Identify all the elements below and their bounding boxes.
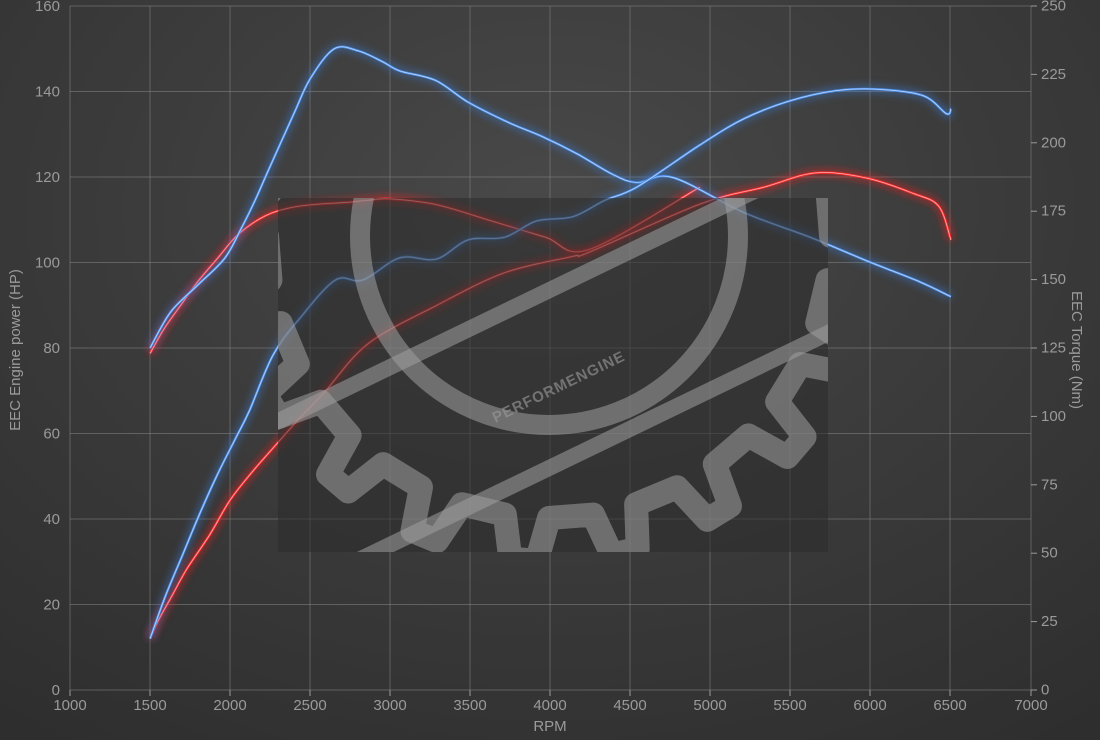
svg-text:75: 75 bbox=[1041, 476, 1058, 493]
svg-text:5000: 5000 bbox=[693, 697, 726, 714]
svg-text:7000: 7000 bbox=[1014, 697, 1047, 714]
svg-text:EEC Torque (Nm): EEC Torque (Nm) bbox=[1068, 291, 1085, 409]
svg-text:5500: 5500 bbox=[773, 697, 806, 714]
svg-text:2000: 2000 bbox=[213, 697, 246, 714]
svg-text:200: 200 bbox=[1041, 134, 1066, 151]
svg-text:175: 175 bbox=[1041, 203, 1066, 220]
svg-text:60: 60 bbox=[43, 426, 60, 443]
svg-text:160: 160 bbox=[35, 0, 60, 15]
svg-text:125: 125 bbox=[1041, 340, 1066, 357]
svg-text:0: 0 bbox=[1041, 682, 1049, 699]
svg-text:250: 250 bbox=[1041, 0, 1066, 15]
svg-text:50: 50 bbox=[1041, 545, 1058, 562]
svg-text:80: 80 bbox=[43, 340, 60, 357]
svg-text:EEC Engine power (HP): EEC Engine power (HP) bbox=[7, 269, 24, 431]
svg-text:140: 140 bbox=[35, 84, 60, 101]
svg-text:1000: 1000 bbox=[53, 697, 86, 714]
svg-text:0: 0 bbox=[52, 682, 60, 699]
svg-text:20: 20 bbox=[43, 597, 60, 614]
svg-text:6500: 6500 bbox=[933, 697, 966, 714]
svg-text:3500: 3500 bbox=[453, 697, 486, 714]
svg-text:25: 25 bbox=[1041, 613, 1058, 630]
svg-text:100: 100 bbox=[1041, 408, 1066, 425]
svg-text:225: 225 bbox=[1041, 66, 1066, 83]
svg-text:40: 40 bbox=[43, 511, 60, 528]
svg-text:120: 120 bbox=[35, 169, 60, 186]
svg-text:150: 150 bbox=[1041, 271, 1066, 288]
svg-text:1500: 1500 bbox=[133, 697, 166, 714]
svg-text:6000: 6000 bbox=[853, 697, 886, 714]
svg-text:4000: 4000 bbox=[533, 697, 566, 714]
svg-text:2500: 2500 bbox=[293, 697, 326, 714]
svg-text:3000: 3000 bbox=[373, 697, 406, 714]
svg-text:4500: 4500 bbox=[613, 697, 646, 714]
svg-text:RPM: RPM bbox=[533, 718, 566, 735]
svg-text:100: 100 bbox=[35, 255, 60, 272]
